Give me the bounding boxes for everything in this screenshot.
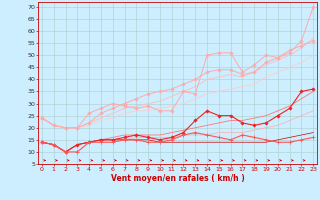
X-axis label: Vent moyen/en rafales ( km/h ): Vent moyen/en rafales ( km/h ): [111, 174, 244, 183]
